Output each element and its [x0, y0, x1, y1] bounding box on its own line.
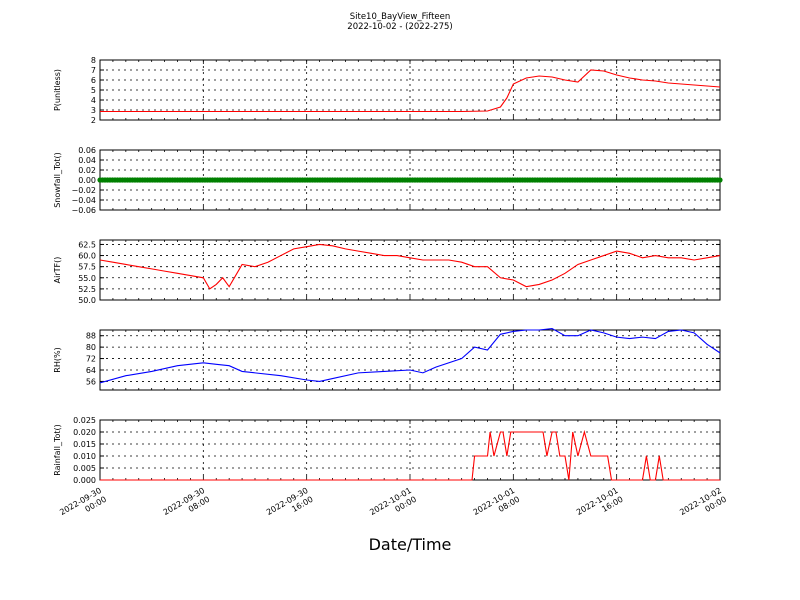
y-tick-label: 0.06 — [78, 146, 96, 155]
data-point — [717, 177, 723, 183]
y-tick-label: 5 — [91, 86, 96, 95]
y-tick-label: 50.0 — [78, 296, 96, 305]
y-tick-label: 62.5 — [78, 240, 96, 249]
chart-title: Site10_BayView_Fifteen — [350, 12, 451, 22]
series-line — [99, 328, 721, 384]
panel-4: 56 64 72 80 88 RH(%) — [53, 328, 721, 391]
y-tick-label: 0.02 — [78, 166, 96, 175]
y-axis-label: AirTF() — [53, 257, 62, 284]
y-tick-label: 52.5 — [78, 285, 96, 294]
y-tick-label: −0.06 — [71, 206, 96, 215]
y-tick-label: 64 — [86, 366, 96, 375]
panel-3: 50.0 52.5 55.0 57.5 60.0 62.5 AirTF() — [53, 239, 721, 305]
y-tick-label: 0.020 — [73, 428, 96, 437]
y-tick-label: 0.025 — [73, 416, 96, 425]
y-tick-label: 0.00 — [78, 176, 96, 185]
y-tick-label: 7 — [91, 66, 96, 75]
panels: 2345678P(unitless)−0.06−0.04−0.020.000.0… — [53, 56, 723, 485]
y-tick-label: 88 — [86, 332, 96, 341]
series-line — [100, 69, 721, 113]
y-tick-label: 4 — [91, 96, 96, 105]
y-tick-label: 80 — [86, 343, 96, 352]
y-tick-label: 0.015 — [73, 440, 96, 449]
y-axis-label: P(unitless) — [53, 69, 62, 111]
y-axis-label: Snowfall_Tot() — [53, 152, 62, 208]
y-tick-label: 0.005 — [73, 464, 96, 473]
y-tick-label: 56 — [86, 377, 96, 386]
chart-subtitle: 2022-10-02 - (2022-275) — [347, 22, 452, 32]
series-line — [100, 429, 720, 481]
y-tick-label: 60.0 — [78, 252, 96, 261]
y-tick-label: 0.010 — [73, 452, 96, 461]
y-tick-label: 2 — [91, 116, 96, 125]
y-tick-label: 0.000 — [73, 476, 96, 485]
y-tick-label: 0.04 — [78, 156, 96, 165]
y-tick-label: 55.0 — [78, 274, 96, 283]
y-tick-label: −0.02 — [71, 186, 96, 195]
y-axis-label: Rainfall_Tot() — [53, 424, 62, 476]
x-axis-label: Date/Time — [369, 535, 452, 554]
y-axis-label: RH(%) — [53, 347, 62, 372]
y-tick-label: 72 — [86, 355, 96, 364]
panel-2: −0.06−0.04−0.020.000.020.040.06 Snowfall_… — [53, 146, 723, 215]
y-tick-label: −0.04 — [71, 196, 96, 205]
series-line — [99, 243, 721, 290]
y-tick-label: 3 — [91, 106, 96, 115]
y-tick-label: 8 — [91, 56, 96, 65]
y-tick-label: 57.5 — [78, 263, 96, 272]
y-tick-label: 6 — [91, 76, 96, 85]
panel-5: 0.000 0.005 0.010 0.015 0.020 0.025 Rainfall_T… — [53, 416, 721, 485]
